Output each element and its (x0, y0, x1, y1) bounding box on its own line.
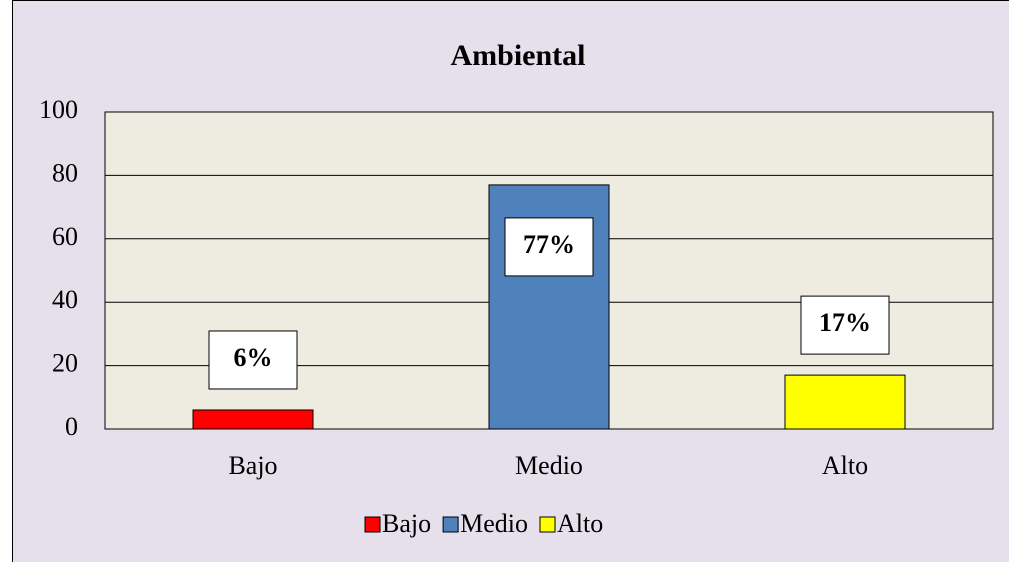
y-tick-label: 40 (52, 285, 78, 314)
legend-label: Alto (557, 509, 603, 538)
data-label: 6% (234, 343, 273, 372)
legend-swatch (364, 516, 381, 533)
legend-swatch (442, 516, 459, 533)
x-tick-label: Alto (822, 451, 868, 480)
data-label-box (504, 217, 594, 277)
legend-label: Bajo (382, 509, 431, 538)
y-tick-label: 20 (52, 349, 78, 378)
data-label: 77% (523, 230, 575, 259)
bar (192, 409, 314, 430)
data-label-box (208, 330, 298, 390)
x-tick-label: Bajo (228, 451, 277, 480)
y-tick-label: 100 (39, 95, 78, 124)
legend-swatch (539, 516, 556, 533)
legend-label: Medio (460, 509, 528, 538)
bar (784, 374, 906, 430)
x-tick-label: Medio (515, 451, 583, 480)
data-label: 17% (819, 308, 871, 337)
y-tick-label: 60 (52, 222, 78, 251)
y-tick-label: 80 (52, 158, 78, 187)
y-tick-label: 0 (65, 412, 78, 441)
data-label-box (800, 295, 890, 355)
chart-title: Ambiental (451, 39, 586, 72)
